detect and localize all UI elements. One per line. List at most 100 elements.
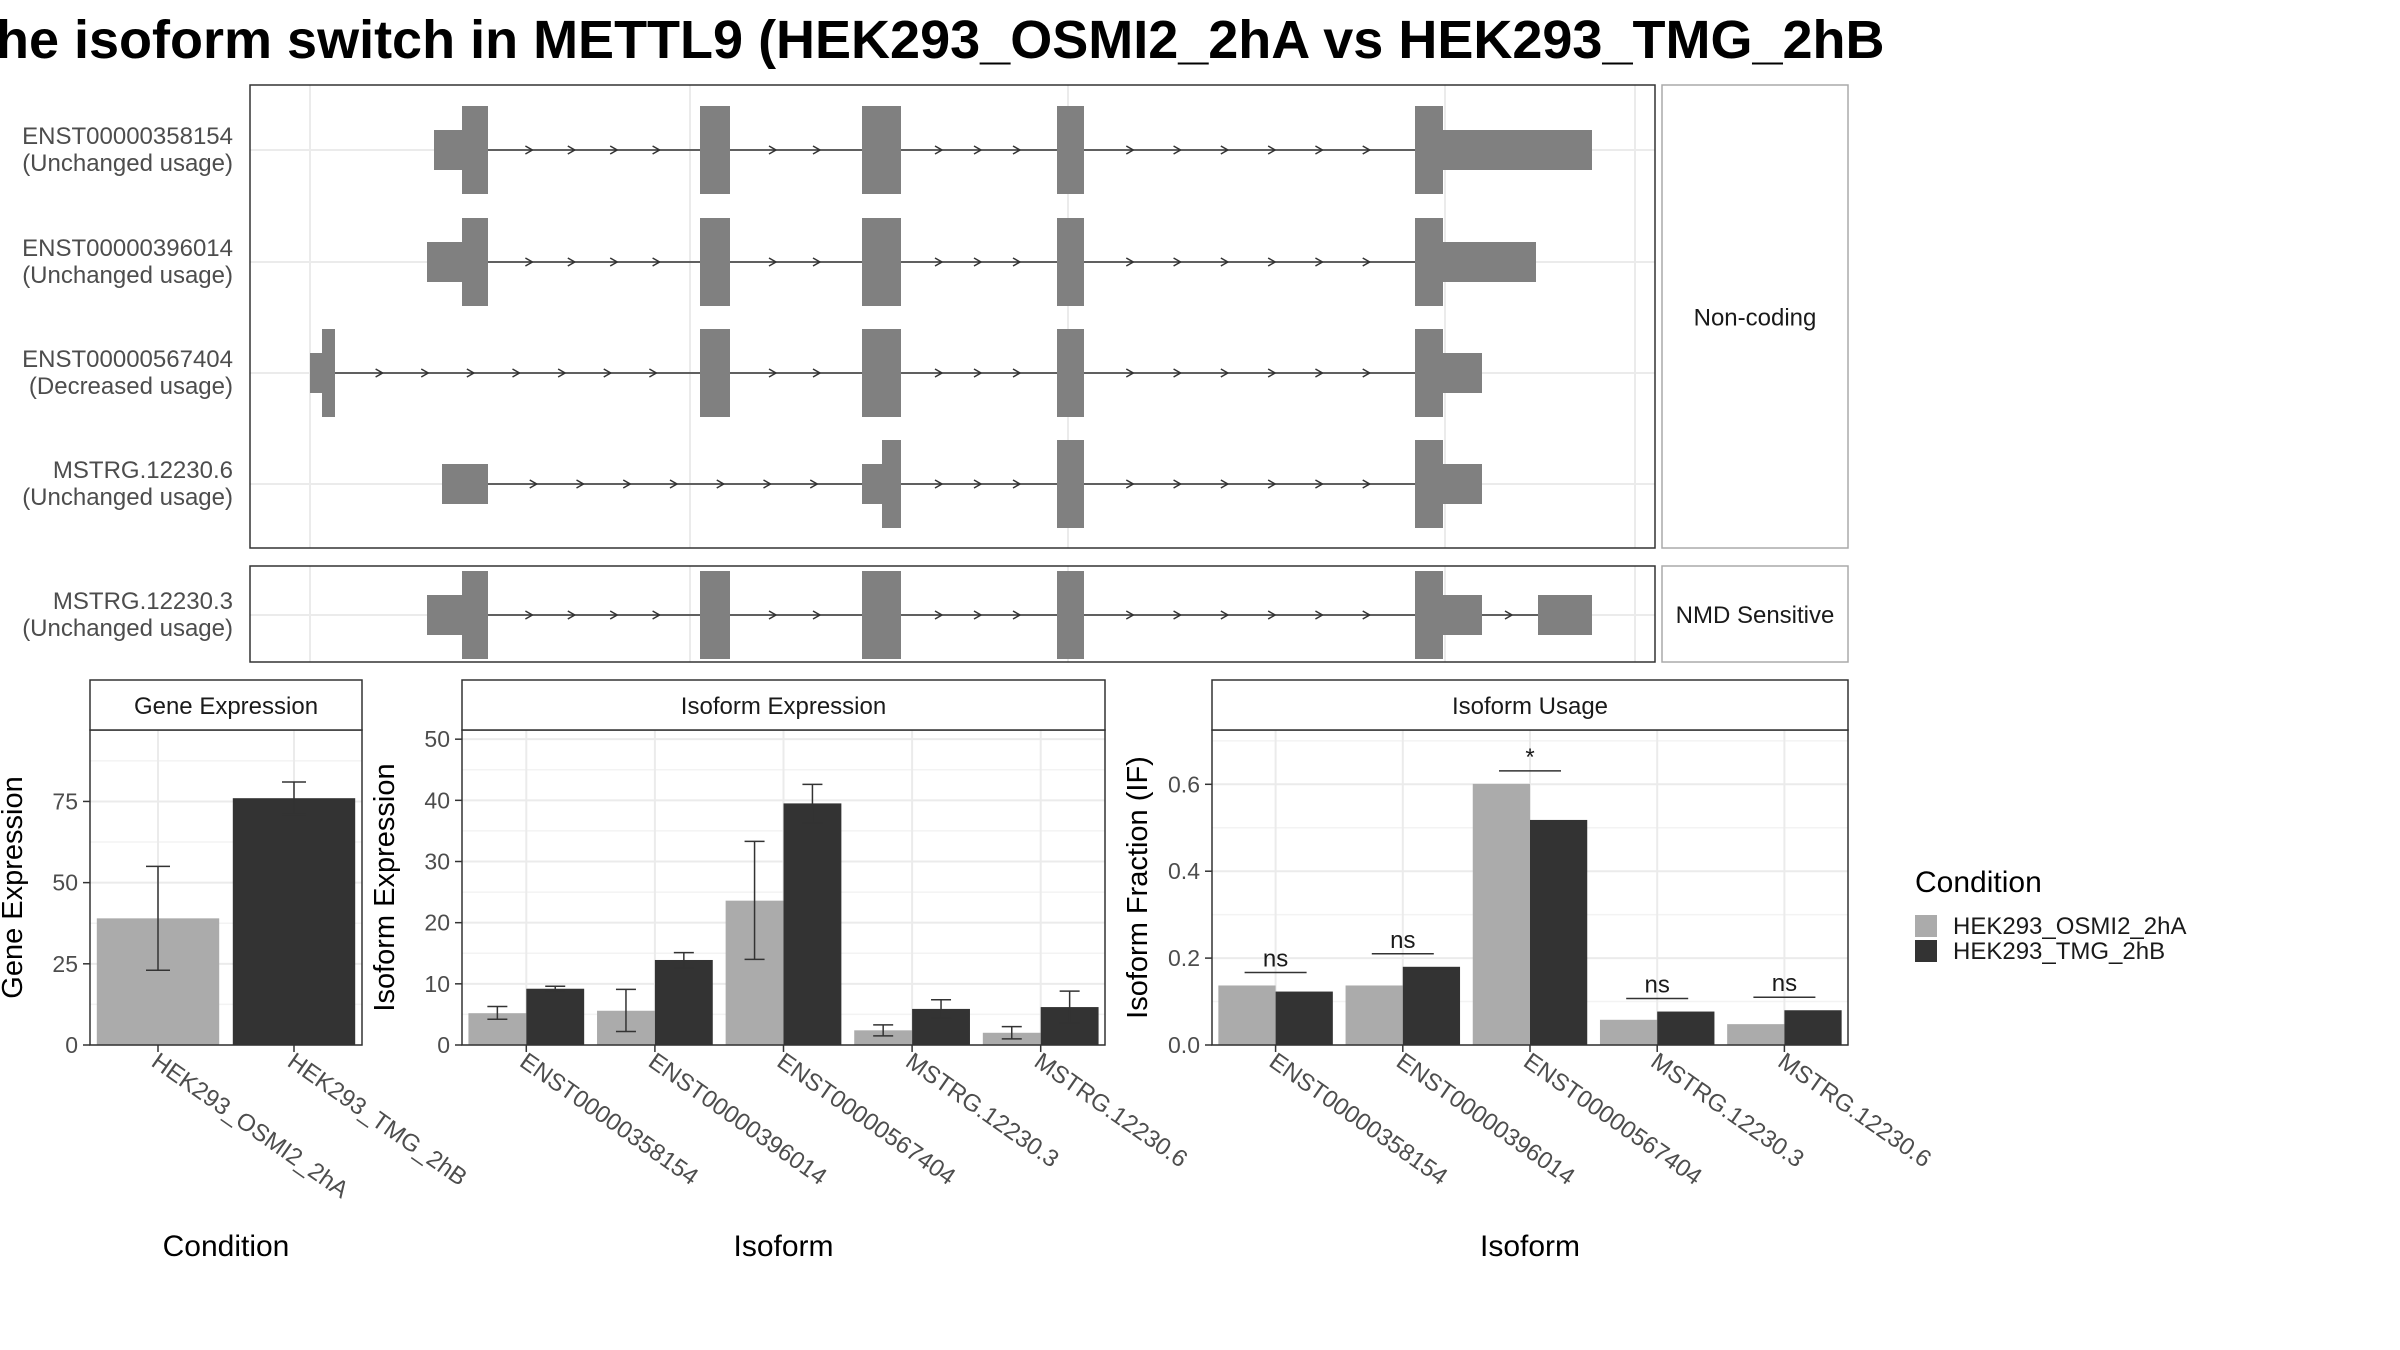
significance-label: ns xyxy=(1390,927,1415,954)
intron-direction-arrow xyxy=(1173,145,1183,155)
transcript-model xyxy=(434,106,1592,194)
exon-block xyxy=(700,106,730,194)
y-tick-label: 10 xyxy=(424,971,450,997)
intron-direction-arrow xyxy=(649,368,658,378)
bar xyxy=(1402,966,1461,1045)
legend-swatch xyxy=(1915,940,1937,962)
transcript-id-label: ENST00000396014 xyxy=(22,235,233,262)
intron-direction-arrow xyxy=(557,368,567,378)
intron-direction-arrow xyxy=(812,368,822,378)
panel-title: Isoform Expression xyxy=(681,693,886,720)
transcript-usage-label: (Unchanged usage) xyxy=(22,262,233,289)
intron-direction-arrow xyxy=(1012,479,1022,489)
exon-block xyxy=(1418,130,1592,170)
intron-direction-arrow xyxy=(934,610,944,620)
intron-direction-arrow xyxy=(525,257,534,267)
significance-label: ns xyxy=(1772,970,1797,997)
intron-direction-arrow xyxy=(652,610,662,620)
legend-label: HEK293_OSMI2_2hA xyxy=(1953,913,2186,940)
intron-direction-arrow xyxy=(567,145,577,155)
exon-block xyxy=(862,329,901,417)
y-tick-label: 0 xyxy=(437,1032,450,1058)
y-tick-label: 30 xyxy=(424,849,450,875)
intron-direction-arrow xyxy=(1315,145,1324,155)
exon-block xyxy=(1418,353,1482,393)
intron-direction-arrow xyxy=(763,479,773,489)
intron-direction-arrow xyxy=(375,368,385,378)
y-tick-label: 0.2 xyxy=(1168,945,1200,971)
exon-block xyxy=(700,329,730,417)
exon-block xyxy=(1418,242,1536,282)
transcript-model xyxy=(427,218,1536,306)
facet-strip xyxy=(1661,84,1849,549)
y-axis-title: Gene Expression xyxy=(0,776,29,998)
panel-strip xyxy=(461,679,1106,731)
intron-direction-arrow xyxy=(1125,479,1135,489)
intron-direction-arrow xyxy=(973,610,983,620)
intron-direction-arrow xyxy=(934,479,944,489)
intron-direction-arrow xyxy=(934,145,944,155)
bar xyxy=(526,988,585,1045)
bar xyxy=(1275,991,1333,1045)
transcript-model xyxy=(427,571,1592,659)
intron-direction-arrow xyxy=(622,479,632,489)
transcript-id-label: MSTRG.12230.6 xyxy=(53,457,233,484)
transcript-usage-label: (Decreased usage) xyxy=(29,373,233,400)
intron-direction-arrow xyxy=(1315,368,1324,378)
significance-label: ns xyxy=(1645,972,1670,999)
y-tick-label: 50 xyxy=(424,726,450,752)
exon-block xyxy=(1057,571,1084,659)
intron-direction-arrow xyxy=(1220,257,1230,267)
intron-direction-arrow xyxy=(1012,610,1022,620)
exon-block xyxy=(862,218,901,306)
y-tick-label: 50 xyxy=(52,870,78,896)
y-axis-title: Isoform Expression xyxy=(369,763,401,1011)
exon-block xyxy=(462,218,488,306)
y-tick-label: 25 xyxy=(52,951,78,977)
intron-direction-arrow xyxy=(1362,479,1372,489)
intron-direction-arrow xyxy=(1173,257,1183,267)
exon-block xyxy=(862,571,901,659)
bar xyxy=(1345,985,1403,1045)
transcript-id-label: ENST00000567404 xyxy=(22,346,233,373)
intron-direction-arrow xyxy=(1362,257,1372,267)
intron-direction-arrow xyxy=(652,145,662,155)
bar xyxy=(1530,819,1588,1045)
transcript-model xyxy=(442,440,1482,528)
intron-direction-arrow xyxy=(1012,257,1022,267)
intron-direction-arrow xyxy=(768,145,778,155)
transcript-usage-label: (Unchanged usage) xyxy=(22,150,233,177)
intron-direction-arrow xyxy=(1267,479,1277,489)
x-axis-title: Isoform xyxy=(733,1230,833,1263)
intron-direction-arrow xyxy=(768,610,778,620)
intron-direction-arrow xyxy=(1220,479,1230,489)
panel-strip xyxy=(1211,679,1849,731)
exon-block xyxy=(1057,218,1084,306)
y-tick-label: 20 xyxy=(424,910,450,936)
bar xyxy=(1218,985,1276,1045)
intron-direction-arrow xyxy=(603,368,613,378)
legend-swatch xyxy=(1915,915,1937,937)
bar xyxy=(1727,1024,1785,1045)
intron-direction-arrow xyxy=(1362,368,1372,378)
intron-direction-arrow xyxy=(1125,145,1135,155)
exon-block xyxy=(1057,440,1084,528)
exon-block xyxy=(462,106,488,194)
structure-facet-border xyxy=(249,84,1656,549)
figure-title: he isoform switch in METTL9 (HEK293_OSMI… xyxy=(0,10,1885,70)
intron-direction-arrow xyxy=(1173,368,1183,378)
intron-direction-arrow xyxy=(973,257,983,267)
exon-block xyxy=(882,440,901,528)
intron-direction-arrow xyxy=(567,610,577,620)
intron-direction-arrow xyxy=(1125,257,1135,267)
transcript-usage-label: (Unchanged usage) xyxy=(22,484,233,511)
bar xyxy=(654,959,713,1045)
intron-direction-arrow xyxy=(716,479,726,489)
intron-direction-arrow xyxy=(768,257,778,267)
intron-direction-arrow xyxy=(934,368,944,378)
y-tick-label: 0.6 xyxy=(1168,771,1200,797)
bar-chart-panel: Isoform Expression01020304050ENST0000035… xyxy=(369,679,1192,1263)
intron-direction-arrow xyxy=(1315,257,1324,267)
